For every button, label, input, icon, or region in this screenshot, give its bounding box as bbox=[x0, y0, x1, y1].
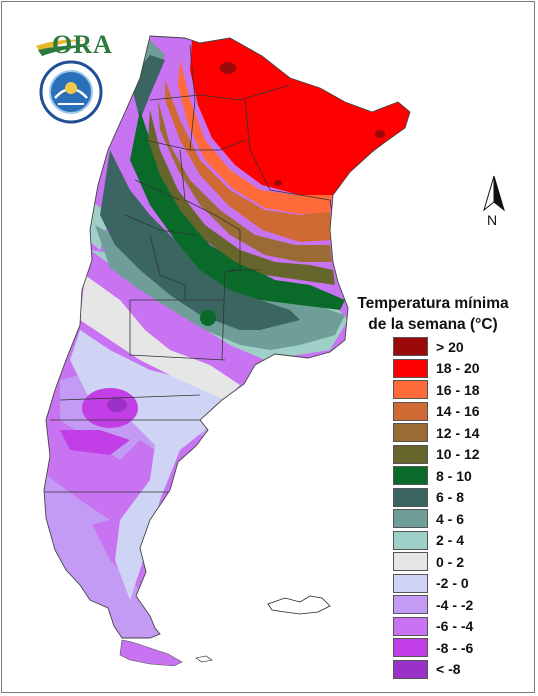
legend-item: 4 - 6 bbox=[393, 508, 480, 530]
legend-item: 6 - 8 bbox=[393, 487, 480, 509]
legend-label: -6 - -4 bbox=[436, 618, 474, 635]
legend-swatch bbox=[393, 659, 428, 679]
legend-item: 18 - 20 bbox=[393, 358, 480, 380]
smn-seal-icon bbox=[39, 60, 103, 124]
legend-label: < -8 bbox=[436, 661, 461, 678]
legend-item: 8 - 10 bbox=[393, 465, 480, 487]
legend-item: < -8 bbox=[393, 659, 480, 681]
ora-logo-icon bbox=[36, 39, 92, 56]
legend-title: Temperatura mínima de la semana (°C) bbox=[338, 293, 528, 335]
legend-swatch bbox=[393, 595, 428, 615]
north-label: N bbox=[487, 212, 498, 228]
legend-swatch bbox=[393, 401, 428, 421]
legend-label: 16 - 18 bbox=[436, 381, 480, 398]
legend-item: 16 - 18 bbox=[393, 379, 480, 401]
legend-label: 2 - 4 bbox=[436, 532, 465, 549]
legend-swatch bbox=[393, 487, 428, 507]
legend-swatch bbox=[393, 530, 428, 550]
legend-swatch bbox=[393, 337, 428, 357]
legend-swatch bbox=[393, 423, 428, 443]
legend-item: 10 - 12 bbox=[393, 444, 480, 466]
legend-item: > 20 bbox=[393, 336, 480, 358]
legend-item: 14 - 16 bbox=[393, 401, 480, 423]
legend-title-line1: Temperatura mínima bbox=[357, 295, 509, 312]
legend-swatch bbox=[393, 552, 428, 572]
legend-title-line2: de la semana (°C) bbox=[368, 316, 498, 333]
legend-item: 2 - 4 bbox=[393, 530, 480, 552]
legend: > 20 18 - 20 16 - 18 14 - 16 12 - 14 10 - 12 8… bbox=[393, 336, 480, 680]
legend-label: 18 - 20 bbox=[436, 360, 480, 377]
legend-item: 12 - 14 bbox=[393, 422, 480, 444]
brand-logo: ORA bbox=[52, 30, 113, 59]
legend-label: 0 - 2 bbox=[436, 553, 465, 570]
north-arrow-icon bbox=[483, 175, 505, 212]
legend-item: -6 - -4 bbox=[393, 616, 480, 638]
legend-item: 0 - 2 bbox=[393, 551, 480, 573]
legend-swatch bbox=[393, 638, 428, 658]
legend-swatch bbox=[393, 509, 428, 529]
legend-swatch bbox=[393, 466, 428, 486]
islas-malvinas bbox=[267, 595, 331, 615]
tierra-del-fuego bbox=[119, 639, 183, 667]
legend-item: -8 - -6 bbox=[393, 637, 480, 659]
isla-de-los-estados bbox=[195, 655, 213, 663]
legend-label: 10 - 12 bbox=[436, 446, 480, 463]
legend-label: 6 - 8 bbox=[436, 489, 465, 506]
legend-label: 14 - 16 bbox=[436, 403, 480, 420]
legend-swatch bbox=[393, 616, 428, 636]
legend-label: 8 - 10 bbox=[436, 467, 472, 484]
legend-label: > 20 bbox=[436, 338, 464, 355]
country-outline bbox=[43, 35, 411, 639]
legend-swatch bbox=[393, 444, 428, 464]
legend-label: -4 - -2 bbox=[436, 596, 474, 613]
legend-swatch bbox=[393, 380, 428, 400]
legend-label: -8 - -6 bbox=[436, 639, 474, 656]
legend-swatch bbox=[393, 358, 428, 378]
legend-label: 4 - 6 bbox=[436, 510, 465, 527]
legend-item: -2 - 0 bbox=[393, 573, 480, 595]
legend-label: 12 - 14 bbox=[436, 424, 480, 441]
legend-swatch bbox=[393, 573, 428, 593]
legend-label: -2 - 0 bbox=[436, 575, 469, 592]
legend-item: -4 - -2 bbox=[393, 594, 480, 616]
